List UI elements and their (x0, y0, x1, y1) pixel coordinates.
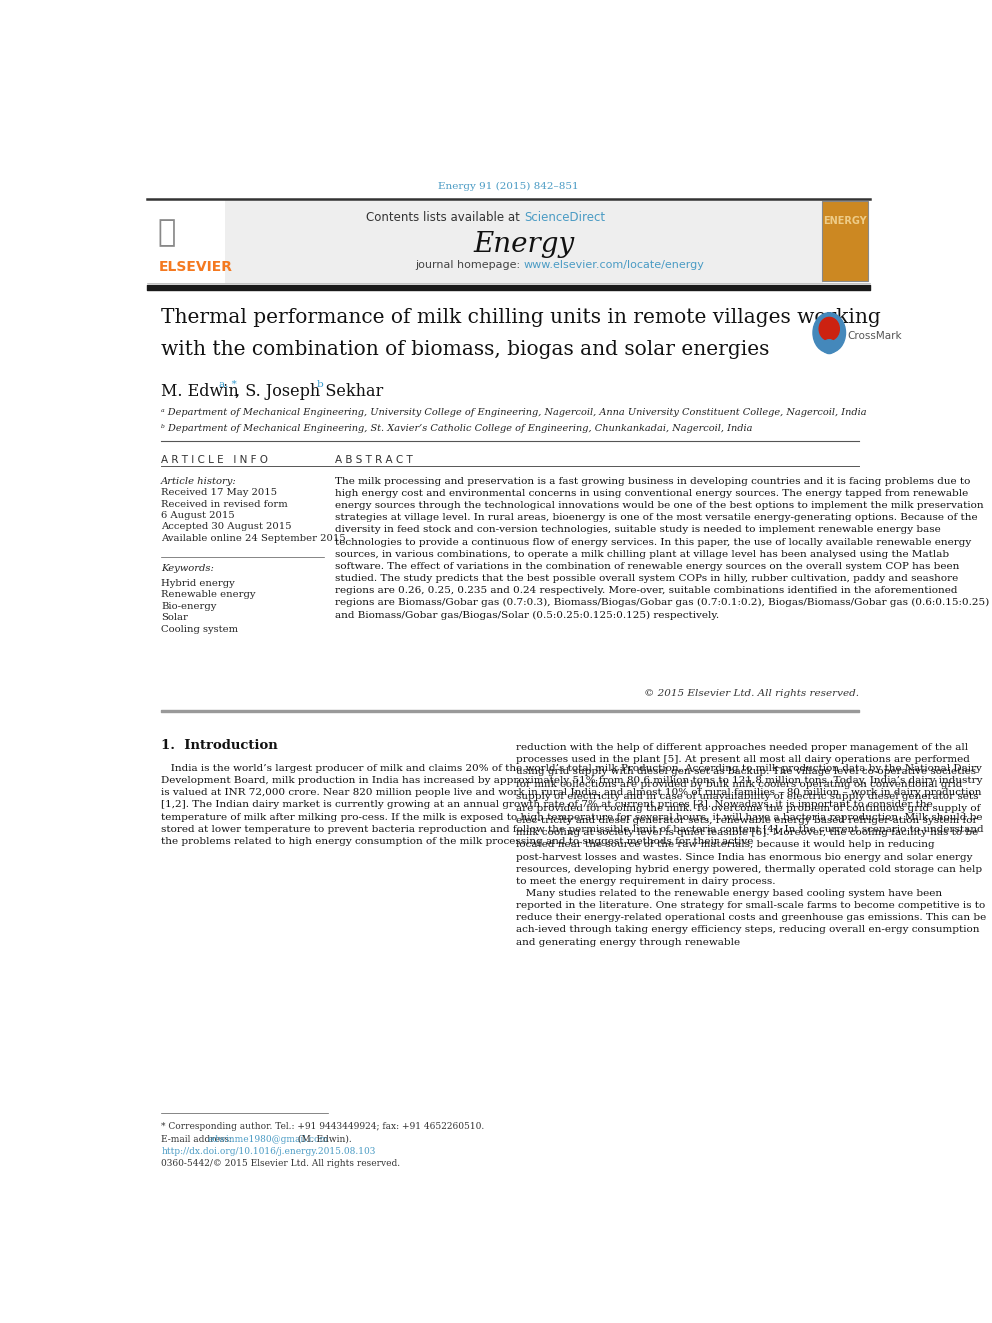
Text: Keywords:: Keywords: (161, 565, 214, 573)
Text: 🌳: 🌳 (158, 218, 176, 247)
Text: The milk processing and preservation is a fast growing business in developing co: The milk processing and preservation is … (335, 476, 989, 619)
Text: Thermal performance of milk chilling units in remote villages working: Thermal performance of milk chilling uni… (161, 308, 881, 327)
Circle shape (822, 340, 836, 353)
Text: Hybrid energy: Hybrid energy (161, 579, 235, 587)
Text: 0360-5442/© 2015 Elsevier Ltd. All rights reserved.: 0360-5442/© 2015 Elsevier Ltd. All right… (161, 1159, 401, 1168)
Text: a, *: a, * (219, 380, 237, 389)
Ellipse shape (819, 318, 839, 340)
Text: , S. Joseph Sekhar: , S. Joseph Sekhar (235, 382, 383, 400)
Text: with the combination of biomass, biogas and solar energies: with the combination of biomass, biogas … (161, 340, 770, 360)
Text: © 2015 Elsevier Ltd. All rights reserved.: © 2015 Elsevier Ltd. All rights reserved… (645, 688, 859, 697)
Text: Bio-energy: Bio-energy (161, 602, 216, 611)
Text: #f47920: #f47920 (152, 259, 182, 265)
Text: journal homepage:: journal homepage: (416, 261, 524, 270)
Text: Energy 91 (2015) 842–851: Energy 91 (2015) 842–851 (438, 181, 578, 191)
Text: ScienceDirect: ScienceDirect (524, 212, 605, 224)
Text: ᵃ Department of Mechanical Engineering, University College of Engineering, Nager: ᵃ Department of Mechanical Engineering, … (161, 409, 867, 417)
Text: India is the world’s largest producer of milk and claims 20% of the world’s tota: India is the world’s largest producer of… (161, 763, 984, 845)
Text: M. Edwin: M. Edwin (161, 382, 239, 400)
Text: Available online 24 September 2015: Available online 24 September 2015 (161, 533, 346, 542)
Text: Cooling system: Cooling system (161, 624, 238, 634)
Text: Accepted 30 August 2015: Accepted 30 August 2015 (161, 523, 292, 532)
Text: A B S T R A C T: A B S T R A C T (335, 455, 413, 466)
Text: Energy: Energy (473, 232, 574, 258)
Text: (M. Edwin).: (M. Edwin). (295, 1135, 351, 1144)
Text: reduction with the help of different approaches needed proper management of the : reduction with the help of different app… (516, 744, 986, 946)
Text: http://dx.doi.org/10.1016/j.energy.2015.08.103: http://dx.doi.org/10.1016/j.energy.2015.… (161, 1147, 376, 1156)
Text: b: b (316, 380, 323, 389)
Text: 6 August 2015: 6 August 2015 (161, 511, 235, 520)
Ellipse shape (813, 312, 845, 353)
Text: www.elsevier.com/locate/energy: www.elsevier.com/locate/energy (524, 261, 704, 270)
Text: * Corresponding author. Tel.: +91 9443449924; fax: +91 4652260510.: * Corresponding author. Tel.: +91 944344… (161, 1122, 484, 1131)
FancyBboxPatch shape (225, 198, 823, 283)
Text: Received 17 May 2015: Received 17 May 2015 (161, 488, 278, 497)
Text: Renewable energy: Renewable energy (161, 590, 256, 599)
Text: E-mail address:: E-mail address: (161, 1135, 235, 1144)
FancyBboxPatch shape (821, 201, 868, 282)
FancyBboxPatch shape (147, 198, 225, 283)
Text: Contents lists available at: Contents lists available at (366, 212, 524, 224)
Text: A R T I C L E   I N F O: A R T I C L E I N F O (161, 455, 268, 466)
Text: ᵇ Department of Mechanical Engineering, St. Xavier’s Catholic College of Enginee: ᵇ Department of Mechanical Engineering, … (161, 423, 753, 433)
Text: Article history:: Article history: (161, 476, 237, 486)
Text: ENERGY: ENERGY (823, 216, 867, 226)
Text: Received in revised form: Received in revised form (161, 500, 288, 508)
Text: 1.  Introduction: 1. Introduction (161, 740, 278, 753)
Text: edwinme1980@gmail.com: edwinme1980@gmail.com (207, 1135, 328, 1144)
Text: Solar: Solar (161, 614, 188, 622)
Text: CrossMark: CrossMark (848, 331, 903, 341)
Text: ELSEVIER: ELSEVIER (159, 261, 233, 274)
